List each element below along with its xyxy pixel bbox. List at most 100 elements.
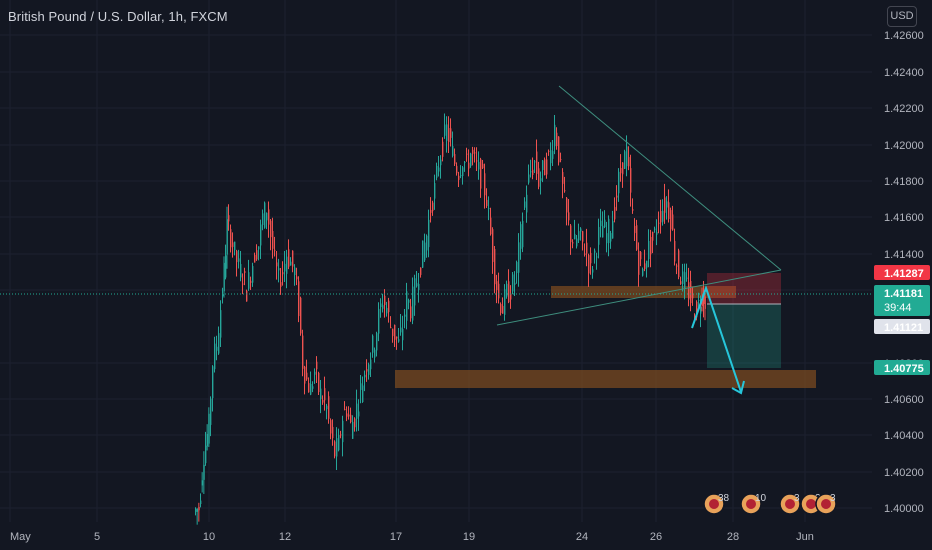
candle-body bbox=[692, 293, 694, 299]
time-axis[interactable]: May 5 10 12 17 19 24 26 28 Jun bbox=[10, 531, 814, 543]
flag-center-icon bbox=[746, 499, 756, 509]
candle-body bbox=[300, 297, 302, 334]
y-tick-label: 1.41400 bbox=[884, 249, 924, 261]
candle-body bbox=[528, 174, 530, 183]
price-tag-current bbox=[874, 285, 930, 316]
candle-body bbox=[448, 128, 450, 143]
candle-body bbox=[588, 255, 590, 274]
projection-arrow[interactable] bbox=[691, 284, 742, 393]
candle-body bbox=[662, 210, 664, 222]
candle-body bbox=[568, 212, 570, 221]
event-count: 38 bbox=[718, 493, 730, 504]
candle-body bbox=[376, 333, 378, 351]
candle-body bbox=[396, 336, 398, 339]
candle-body bbox=[552, 151, 554, 159]
candle-body bbox=[488, 208, 490, 210]
candle-body bbox=[558, 136, 560, 163]
candle-body bbox=[632, 209, 634, 211]
drawing-zones[interactable] bbox=[395, 273, 816, 388]
candle-body bbox=[308, 383, 310, 393]
candle-body bbox=[324, 388, 326, 401]
candle-body bbox=[514, 282, 516, 285]
x-tick-label: 12 bbox=[279, 531, 291, 543]
candle-body bbox=[350, 414, 352, 423]
candle-body bbox=[372, 335, 374, 353]
y-tick-label: 1.42000 bbox=[884, 140, 924, 152]
countdown-label: 39:44 bbox=[884, 302, 912, 314]
candle-body bbox=[616, 195, 618, 198]
candle-body bbox=[644, 263, 646, 269]
candle-body bbox=[220, 310, 222, 338]
x-tick-label: 24 bbox=[576, 531, 588, 543]
candle-body bbox=[390, 327, 392, 329]
currency-button[interactable]: USD bbox=[887, 6, 917, 27]
candle-body bbox=[340, 434, 342, 436]
candle-body bbox=[598, 226, 600, 245]
candle-body bbox=[472, 149, 474, 154]
candle-body bbox=[338, 435, 340, 451]
candle-body bbox=[522, 220, 524, 248]
economic-events[interactable]: 3810323 bbox=[703, 493, 837, 515]
chart-grid bbox=[0, 0, 872, 522]
drawings[interactable] bbox=[0, 85, 872, 395]
candle-body bbox=[564, 190, 566, 192]
candle-body bbox=[624, 151, 626, 169]
candle-body bbox=[582, 231, 584, 242]
candle-body bbox=[384, 295, 386, 306]
candle-body bbox=[482, 163, 484, 169]
candle-body bbox=[504, 289, 506, 315]
candle-body bbox=[566, 197, 568, 213]
resistance-zone[interactable] bbox=[551, 286, 736, 298]
candle-body bbox=[344, 409, 346, 411]
price-tag-upper-label: 1.41287 bbox=[884, 268, 924, 280]
stop-loss-box[interactable] bbox=[707, 273, 781, 304]
candle-body bbox=[596, 256, 598, 258]
trendline-lower[interactable] bbox=[496, 269, 782, 326]
candle-body bbox=[536, 151, 538, 174]
candle-body bbox=[672, 214, 674, 230]
price-tag-current-label: 1.41181 bbox=[884, 288, 923, 300]
x-tick-label: 10 bbox=[203, 531, 215, 543]
candle-body bbox=[254, 255, 256, 263]
candle-body bbox=[690, 281, 692, 304]
candle-body bbox=[538, 168, 540, 187]
trendline-upper[interactable] bbox=[558, 85, 782, 271]
candle-body bbox=[266, 212, 268, 221]
candle-body bbox=[240, 264, 242, 278]
candle-body bbox=[258, 246, 260, 250]
candle-body bbox=[195, 508, 197, 512]
candle-body bbox=[626, 146, 628, 167]
candle-body bbox=[225, 255, 227, 278]
candle-body bbox=[438, 167, 440, 172]
candle-body bbox=[352, 421, 354, 439]
candle-body bbox=[304, 366, 306, 384]
candle-body bbox=[274, 249, 276, 251]
candle-body bbox=[322, 400, 324, 403]
candle-body bbox=[684, 272, 686, 289]
candle-body bbox=[218, 333, 220, 354]
candle-body bbox=[540, 178, 542, 181]
candle-body bbox=[484, 173, 486, 196]
candle-body bbox=[462, 167, 464, 177]
candle-body bbox=[546, 159, 548, 175]
candle-body bbox=[348, 414, 350, 417]
candle-body bbox=[703, 291, 705, 304]
candle-body bbox=[498, 283, 500, 299]
y-tick-label: 1.40600 bbox=[884, 394, 924, 406]
candle-body bbox=[594, 250, 596, 253]
candle-body bbox=[410, 306, 412, 319]
take-profit-box[interactable] bbox=[707, 304, 781, 368]
candle-body bbox=[198, 506, 200, 511]
candle-body bbox=[442, 141, 444, 157]
candle-body bbox=[688, 282, 690, 300]
support-zone[interactable] bbox=[395, 370, 816, 388]
candle-body bbox=[456, 165, 458, 174]
candle-body bbox=[422, 240, 424, 268]
x-tick-label: Jun bbox=[796, 531, 814, 543]
y-tick-label: 1.42600 bbox=[884, 30, 924, 42]
candle-body bbox=[262, 213, 264, 226]
candle-body bbox=[408, 300, 410, 303]
candle-body bbox=[580, 228, 582, 232]
candle-body bbox=[670, 210, 672, 230]
